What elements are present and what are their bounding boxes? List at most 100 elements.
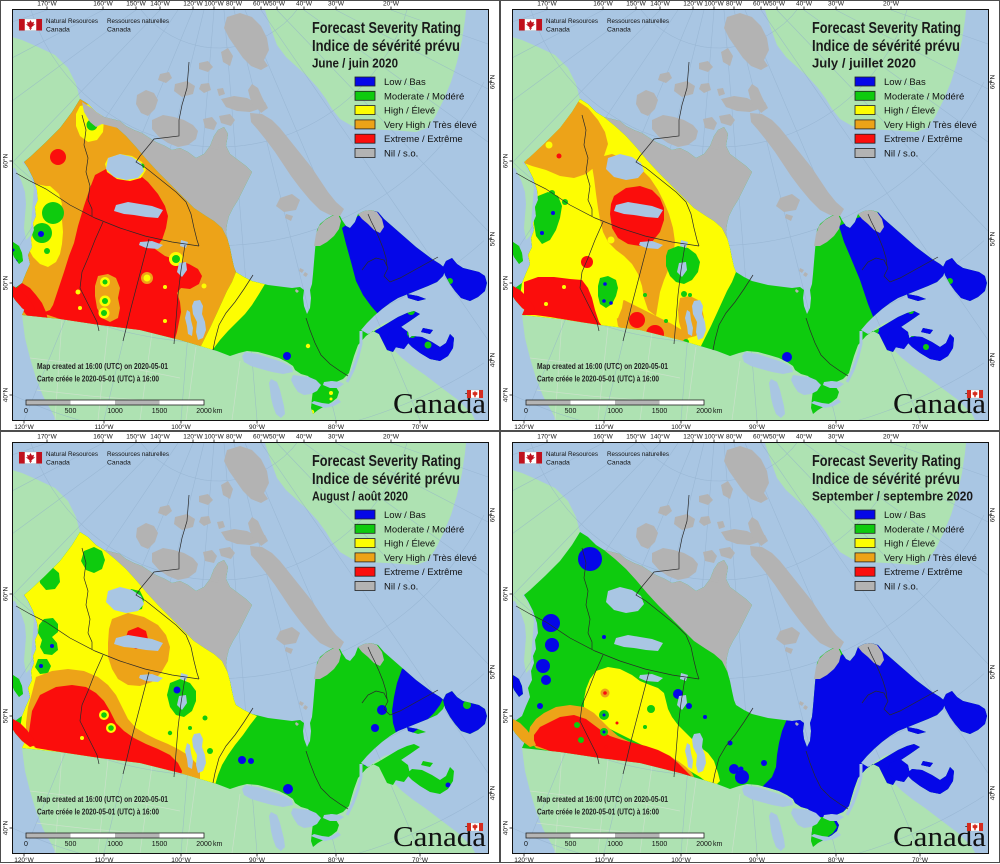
- svg-text:50°N: 50°N: [989, 231, 997, 246]
- svg-text:Map created at 16:00 (UTC) on: Map created at 16:00 (UTC) on 2020-05-01: [537, 795, 668, 804]
- svg-text:80°W: 80°W: [328, 856, 345, 864]
- svg-text:Extreme / Extrême: Extreme / Extrême: [884, 134, 963, 145]
- svg-text:80°W: 80°W: [828, 423, 845, 431]
- svg-text:100°W: 100°W: [671, 423, 691, 431]
- svg-text:Low / Bas: Low / Bas: [884, 77, 926, 88]
- svg-text:Forecast Severity Rating: Forecast Severity Rating: [312, 20, 461, 37]
- svg-text:50°W: 50°W: [769, 433, 786, 441]
- svg-text:High / Élevé: High / Élevé: [384, 106, 435, 117]
- svg-text:40°N: 40°N: [2, 820, 10, 835]
- svg-text:Low / Bas: Low / Bas: [384, 510, 426, 521]
- svg-text:30°W: 30°W: [328, 433, 345, 441]
- svg-text:40°N: 40°N: [989, 785, 997, 800]
- svg-text:40°N: 40°N: [989, 352, 997, 367]
- svg-text:Indice de sévérité prévu: Indice de sévérité prévu: [312, 38, 460, 55]
- svg-text:160°W: 160°W: [593, 433, 613, 441]
- svg-text:2000: 2000: [196, 408, 212, 415]
- svg-text:Ressources naturelles: Ressources naturelles: [107, 18, 170, 25]
- svg-text:70°W: 70°W: [912, 423, 929, 431]
- svg-text:1000: 1000: [107, 408, 123, 415]
- svg-text:Extreme / Extrême: Extreme / Extrême: [384, 567, 463, 578]
- svg-text:Indice de sévérité prévu: Indice de sévérité prévu: [312, 471, 460, 488]
- svg-text:500: 500: [565, 841, 577, 848]
- svg-text:Extreme / Extrême: Extreme / Extrême: [384, 134, 463, 145]
- svg-text:Carte créée le 2020-05-01 (UTC: Carte créée le 2020-05-01 (UTC) à 16:00: [537, 375, 659, 384]
- svg-text:40°N: 40°N: [502, 820, 510, 835]
- svg-text:1000: 1000: [607, 408, 623, 415]
- svg-text:60°N: 60°N: [2, 153, 10, 168]
- svg-text:110°W: 110°W: [594, 856, 614, 864]
- svg-text:80°W: 80°W: [226, 0, 243, 8]
- svg-text:Nil / s.o.: Nil / s.o.: [884, 149, 918, 160]
- svg-text:70°W: 70°W: [912, 856, 929, 864]
- svg-text:80°W: 80°W: [726, 433, 743, 441]
- svg-text:60°N: 60°N: [2, 586, 10, 601]
- svg-text:80°W: 80°W: [226, 433, 243, 441]
- svg-text:Nil / s.o.: Nil / s.o.: [884, 582, 918, 593]
- svg-text:120°W: 120°W: [183, 433, 203, 441]
- svg-text:High / Élevé: High / Élevé: [884, 539, 935, 550]
- svg-text:Extreme / Extrême: Extreme / Extrême: [884, 567, 963, 578]
- svg-text:km: km: [213, 408, 223, 415]
- svg-text:Canada: Canada: [546, 460, 570, 467]
- svg-text:30°W: 30°W: [828, 433, 845, 441]
- svg-text:60°N: 60°N: [489, 507, 497, 522]
- svg-text:Very High / Très élevé: Very High / Très élevé: [884, 553, 977, 564]
- svg-text:50°N: 50°N: [2, 275, 10, 290]
- svg-text:120°W: 120°W: [683, 433, 703, 441]
- svg-text:160°W: 160°W: [93, 433, 113, 441]
- svg-text:90°W: 90°W: [249, 423, 266, 431]
- svg-text:100°W: 100°W: [704, 0, 724, 8]
- svg-text:90°W: 90°W: [749, 856, 766, 864]
- svg-text:70°W: 70°W: [412, 423, 429, 431]
- svg-text:Indice de sévérité prévu: Indice de sévérité prévu: [812, 471, 960, 488]
- svg-text:Moderate / Modéré: Moderate / Modéré: [884, 91, 964, 102]
- svg-text:30°W: 30°W: [328, 0, 345, 8]
- svg-text:km: km: [713, 841, 723, 848]
- svg-text:Natural Resources: Natural Resources: [46, 451, 99, 458]
- svg-text:Very High / Très élevé: Very High / Très élevé: [384, 553, 477, 564]
- svg-text:120°W: 120°W: [183, 0, 203, 8]
- svg-text:40°N: 40°N: [489, 785, 497, 800]
- svg-text:20°W: 20°W: [383, 433, 400, 441]
- svg-text:Moderate / Modéré: Moderate / Modéré: [384, 91, 464, 102]
- svg-text:Natural Resources: Natural Resources: [546, 451, 599, 458]
- svg-text:Indice de sévérité prévu: Indice de sévérité prévu: [812, 38, 960, 55]
- svg-text:0: 0: [524, 408, 528, 415]
- svg-text:100°W: 100°W: [171, 856, 191, 864]
- svg-text:Ressources naturelles: Ressources naturelles: [107, 451, 170, 458]
- svg-text:60°N: 60°N: [502, 586, 510, 601]
- svg-text:2000: 2000: [196, 841, 212, 848]
- svg-text:80°W: 80°W: [726, 0, 743, 8]
- svg-text:Canada: Canada: [107, 27, 131, 34]
- svg-text:170°W: 170°W: [537, 433, 557, 441]
- svg-text:40°N: 40°N: [489, 352, 497, 367]
- svg-text:140°W: 140°W: [150, 433, 170, 441]
- svg-text:60°W: 60°W: [753, 0, 770, 8]
- svg-text:110°W: 110°W: [594, 423, 614, 431]
- svg-text:500: 500: [65, 841, 77, 848]
- svg-text:July / juillet 2020: July / juillet 2020: [812, 56, 916, 71]
- svg-text:20°W: 20°W: [383, 0, 400, 8]
- svg-text:40°W: 40°W: [296, 0, 313, 8]
- svg-text:50°N: 50°N: [502, 708, 510, 723]
- svg-text:60°W: 60°W: [753, 433, 770, 441]
- svg-text:60°N: 60°N: [989, 74, 997, 89]
- svg-text:Canada: Canada: [607, 460, 631, 467]
- svg-text:40°N: 40°N: [502, 387, 510, 402]
- svg-text:120°W: 120°W: [514, 856, 534, 864]
- svg-text:40°N: 40°N: [2, 387, 10, 402]
- svg-text:High / Élevé: High / Élevé: [384, 539, 435, 550]
- svg-text:60°W: 60°W: [253, 433, 270, 441]
- svg-text:80°W: 80°W: [828, 856, 845, 864]
- svg-text:150°W: 150°W: [626, 0, 646, 8]
- svg-text:60°N: 60°N: [502, 153, 510, 168]
- svg-text:170°W: 170°W: [37, 433, 57, 441]
- svg-text:120°W: 120°W: [683, 0, 703, 8]
- svg-text:1500: 1500: [152, 408, 168, 415]
- svg-text:Canada: Canada: [107, 460, 131, 467]
- svg-text:60°N: 60°N: [989, 507, 997, 522]
- svg-text:170°W: 170°W: [37, 0, 57, 8]
- svg-text:0: 0: [24, 408, 28, 415]
- svg-text:High / Élevé: High / Élevé: [884, 106, 935, 117]
